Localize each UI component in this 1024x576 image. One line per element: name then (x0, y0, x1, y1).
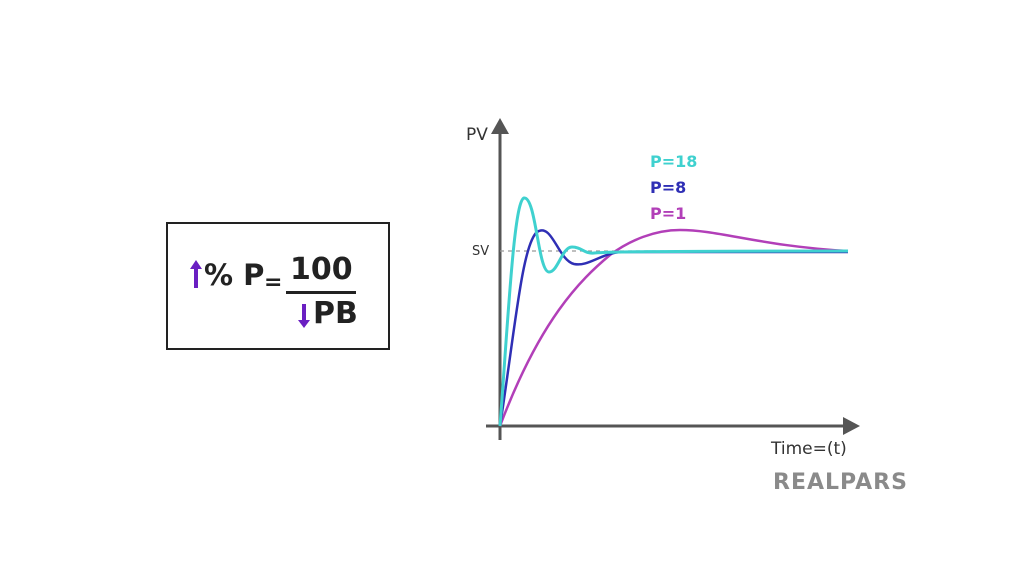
percent-p-label: % P (204, 258, 265, 292)
x-axis-label: Time=(t) (770, 439, 847, 459)
series-line-p18 (498, 196, 849, 427)
legend-p1: P=1 (650, 204, 686, 223)
up-arrow-icon (190, 260, 202, 288)
x-axis-arrow-icon (843, 417, 860, 435)
denominator: PB (313, 296, 358, 331)
setpoint-label: SV (472, 244, 489, 259)
legend-p8: P=8 (650, 178, 686, 197)
fraction-bar (286, 291, 356, 294)
down-arrow-icon (298, 304, 310, 328)
y-axis-arrow-icon (491, 118, 509, 134)
series-line-p8 (498, 229, 848, 427)
y-axis-label: PV (466, 125, 488, 145)
equals-sign: = (264, 270, 283, 295)
realpars-logo: REALPARS (773, 470, 908, 495)
series-line-p1 (498, 228, 849, 427)
legend-p18: P=18 (650, 152, 697, 171)
numerator: 100 (290, 252, 353, 287)
formula-box: % P = 100 PB (166, 222, 390, 350)
